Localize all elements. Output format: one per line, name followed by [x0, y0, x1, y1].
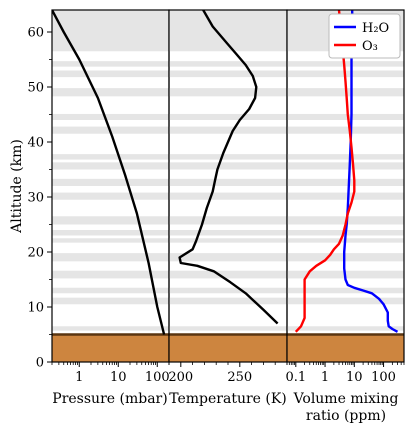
cloud-band: [52, 10, 169, 52]
x-tick-label: 100: [371, 370, 396, 385]
series-line-p0: [52, 10, 166, 335]
y-tick-label: 20: [27, 246, 44, 261]
cloud-band: [287, 126, 404, 134]
y-tick-label: 40: [27, 136, 44, 151]
temperature-panel: 200 250: [168, 9, 288, 385]
cloud-band: [52, 216, 169, 225]
y-tick-label: 50: [27, 81, 44, 96]
cloud-band: [287, 192, 404, 200]
cloud-band: [169, 126, 287, 134]
y-tick-label: 10: [27, 301, 44, 316]
x-axis-label-mixing-ratio: Volume mixing: [293, 391, 399, 407]
cloud-band: [169, 162, 287, 170]
x-tick-label: 0.1: [285, 370, 306, 385]
cloud-band: [169, 230, 287, 236]
x-tick-label: 250: [227, 370, 252, 385]
x-tick-label: 10: [110, 370, 127, 385]
cloud-band: [52, 297, 169, 305]
cloud-band: [287, 162, 404, 170]
cloud-band: [169, 178, 287, 186]
cloud-band: [52, 253, 169, 262]
y-tick-label: 30: [27, 191, 44, 206]
cloud-band: [169, 70, 287, 78]
cloud-band: [169, 253, 287, 262]
cloud-band: [169, 113, 287, 120]
cloud-band: [169, 88, 287, 97]
legend-o3-label: O₃: [362, 39, 378, 54]
altitude-axis: 0 10 20 30 40 50 60: [27, 26, 52, 371]
cloud-band: [287, 61, 404, 67]
cloud-band: [169, 192, 287, 200]
x-tick-label: 1: [75, 370, 83, 385]
surface-layer: [287, 334, 404, 362]
cloud-band: [52, 230, 169, 236]
cloud-band: [169, 154, 287, 160]
cloud-band: [169, 287, 287, 294]
cloud-band: [52, 192, 169, 200]
series-line-p2-1: [294, 10, 356, 333]
cloud-band: [169, 61, 287, 67]
x-tick-label: 1: [321, 370, 329, 385]
cloud-band: [52, 178, 169, 186]
cloud-band: [169, 270, 287, 279]
cloud-band: [52, 326, 169, 331]
x-axis-label-mixing-ratio-line2: ratio (ppm): [306, 408, 386, 424]
cloud-band: [287, 287, 404, 294]
cloud-band: [52, 88, 169, 97]
series-line-p2-0: [343, 10, 399, 333]
y-tick-label: 60: [27, 26, 44, 41]
cloud-band: [287, 178, 404, 186]
cloud-band: [52, 154, 169, 160]
surface-layer: [169, 334, 287, 362]
cloud-band: [52, 113, 169, 120]
cloud-band: [169, 216, 287, 225]
x-axis-label-pressure: Pressure (mbar): [52, 391, 167, 407]
cloud-band: [52, 287, 169, 294]
x-tick-label: 200: [168, 370, 193, 385]
y-tick-label: 0: [36, 356, 44, 371]
cloud-band: [287, 297, 404, 305]
cloud-band: [287, 326, 404, 331]
cloud-band: [169, 326, 287, 331]
x-axis-label-temperature: Temperature (K): [169, 391, 287, 407]
series-line-p1: [178, 10, 279, 325]
cloud-band: [287, 253, 404, 262]
cloud-band: [169, 238, 287, 243]
x-tick-label: 10: [346, 370, 363, 385]
cloud-band: [287, 154, 404, 160]
legend-box: [328, 13, 401, 59]
x-tick-label: 100: [145, 370, 170, 385]
y-axis-label: Altitude (km): [9, 139, 25, 234]
pressure-panel: 1 10 100: [51, 9, 170, 385]
cloud-band: [287, 113, 404, 120]
legend-h2o-label: H₂O: [362, 21, 389, 36]
legend: H₂O O₃: [328, 13, 401, 59]
cloud-band: [52, 270, 169, 279]
cloud-band: [52, 238, 169, 243]
cloud-band: [169, 297, 287, 305]
cloud-band: [52, 162, 169, 170]
cloud-band: [52, 61, 169, 67]
cloud-band: [52, 70, 169, 78]
surface-layer: [52, 334, 169, 362]
mixing-ratio-panel: 0.1 1 10 100: [285, 9, 405, 385]
